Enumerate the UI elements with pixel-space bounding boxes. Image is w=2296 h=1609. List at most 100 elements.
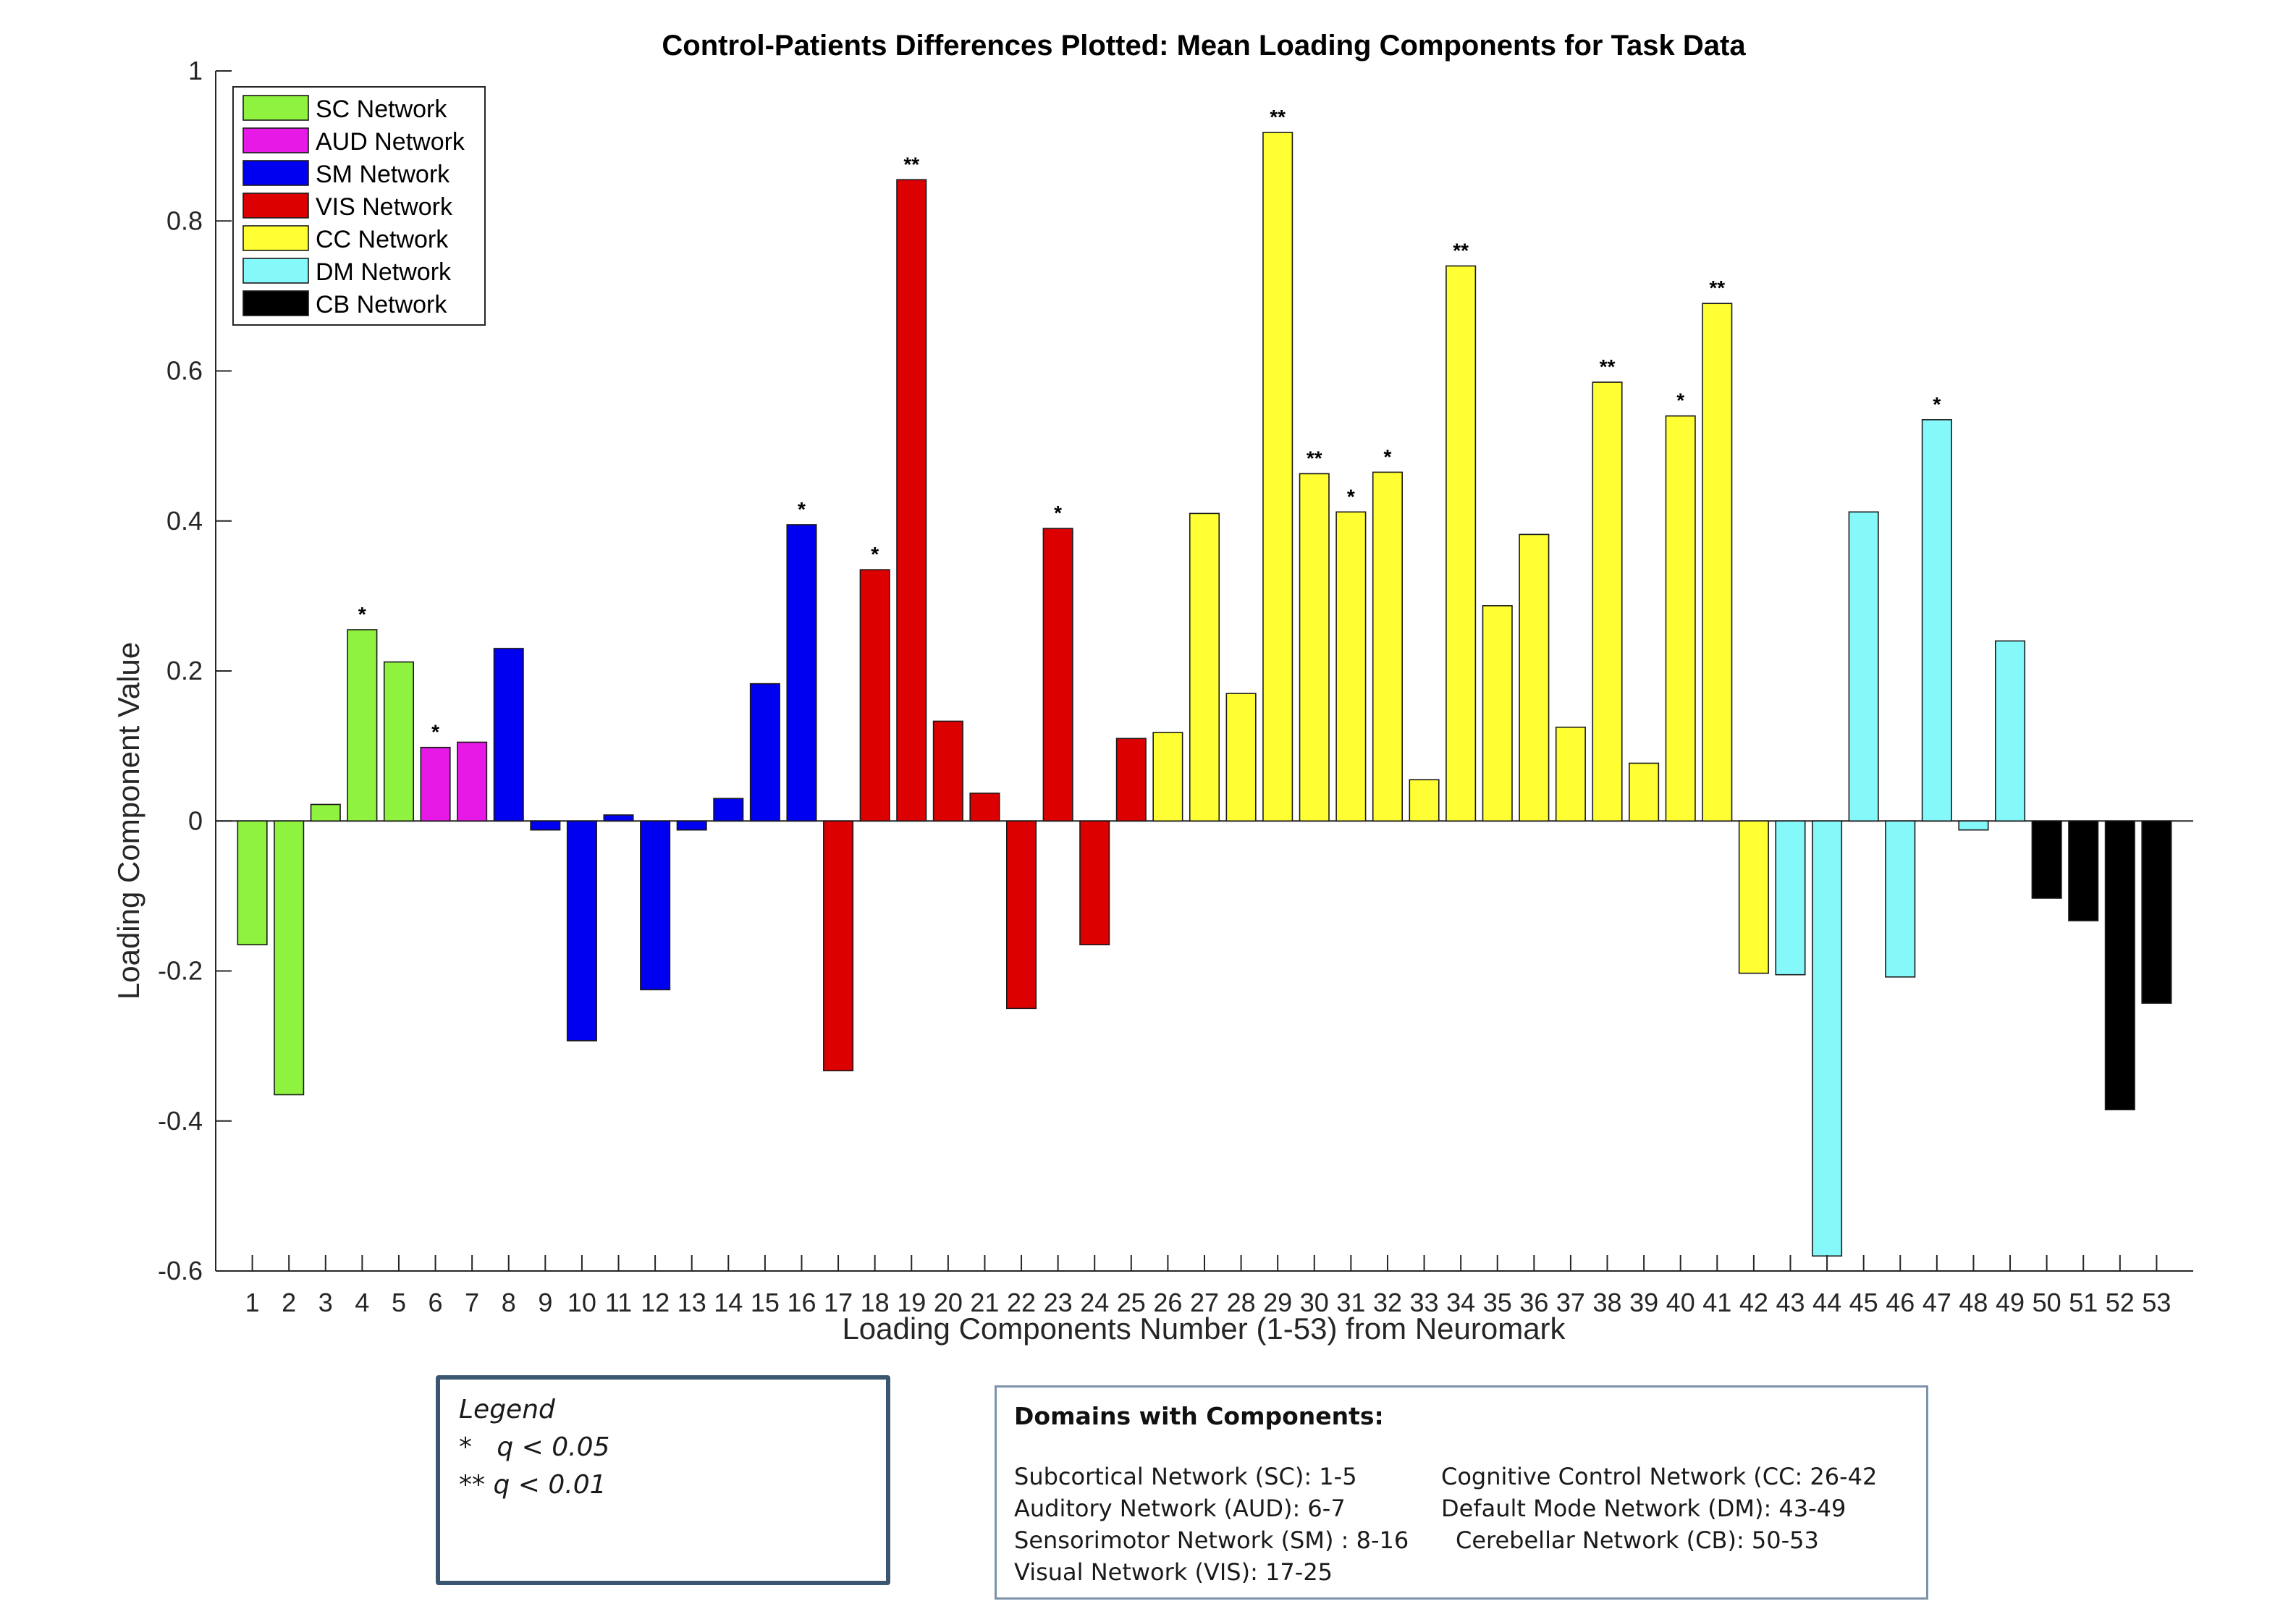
- bar-28: [1225, 693, 1257, 822]
- bar-38: [1592, 381, 1623, 822]
- x-tick-label: 25: [1117, 1288, 1146, 1317]
- x-tick-label: 32: [1373, 1288, 1402, 1317]
- x-tick-label: 37: [1556, 1288, 1585, 1317]
- bar-2: [274, 820, 305, 1096]
- x-tick-label: 7: [465, 1288, 479, 1317]
- bar-13: [676, 820, 707, 831]
- x-tick-label: 6: [429, 1288, 443, 1317]
- x-tick-label: 31: [1336, 1288, 1365, 1317]
- x-tick-label: 28: [1227, 1288, 1256, 1317]
- x-tick-label: 10: [567, 1288, 596, 1317]
- bar-31: [1335, 511, 1367, 822]
- x-tick-label: 1: [245, 1288, 260, 1317]
- bar-26: [1152, 732, 1183, 822]
- domain-entry: Sensorimotor Network (SM) : 8-16: [1014, 1526, 1409, 1554]
- chart-title: Control-Patients Differences Plotted: Me…: [662, 30, 1746, 62]
- bar-23: [1042, 528, 1073, 822]
- bar-1: [237, 820, 268, 946]
- y-tick-label: 0.4: [166, 506, 203, 536]
- x-tick-label: 5: [392, 1288, 406, 1317]
- x-ticks: 1 2 3 4 5 6 7 8 9 10 11 12 13 14 15 16 17 18 19 20 21 22 23 24 2…: [245, 1255, 2171, 1317]
- domains-grid: Subcortical Network (SC): 1-5 Cognitive …: [1014, 1462, 1909, 1587]
- bar-6: [420, 746, 451, 822]
- bar-42: [1738, 820, 1769, 974]
- x-tick-label: 48: [1959, 1288, 1988, 1317]
- y-tick-label: -0.2: [158, 956, 203, 986]
- bar-40: [1665, 415, 1696, 822]
- legend-swatch-aud: [242, 127, 309, 153]
- y-tick-label: -0.4: [158, 1106, 203, 1136]
- legend-swatch-dm: [242, 258, 309, 284]
- bar-51: [2068, 820, 2099, 921]
- y-tick-label: 0.6: [166, 356, 203, 386]
- legend-label-sm: SM Network: [316, 161, 450, 188]
- x-tick-label: 11: [605, 1288, 632, 1317]
- bar-41: [1702, 303, 1733, 822]
- legend-label-vis: VIS Network: [316, 193, 453, 221]
- bar-39: [1629, 762, 1660, 822]
- domain-entry: Cognitive Control Network (CC: 26-42: [1441, 1463, 1878, 1490]
- domain-entry: Visual Network (VIS): 17-25: [1014, 1558, 1333, 1586]
- x-tick-label: 21: [970, 1288, 999, 1317]
- significance-mark: *: [1347, 485, 1355, 507]
- significance-mark: **: [1270, 106, 1286, 128]
- bar-27: [1189, 512, 1220, 822]
- domain-entry-empty: [1441, 1558, 1909, 1587]
- x-tick-label: 52: [2106, 1288, 2135, 1317]
- bar-49: [1995, 640, 2026, 822]
- y-ticks: -0.6 -0.4 -0.2 0 0.2 0.4 0.6 0.8 1: [158, 56, 232, 1285]
- x-tick-label: 49: [1996, 1288, 2025, 1317]
- bar-47: [1921, 419, 1952, 822]
- x-tick-label: 39: [1629, 1288, 1658, 1317]
- bar-16: [786, 524, 817, 822]
- significance-mark: **: [1453, 239, 1469, 261]
- domains-heading: Domains with Components:: [1014, 1402, 1384, 1430]
- y-tick-label: 0.2: [166, 656, 203, 685]
- significance-legend-line: ** q < 0.01: [459, 1470, 607, 1500]
- bar-33: [1409, 779, 1440, 822]
- domain-entry: Cerebellar Network (CB): 50-53: [1456, 1526, 1819, 1554]
- bar-35: [1482, 605, 1513, 822]
- significance-mark: *: [1384, 445, 1392, 468]
- bar-30: [1299, 473, 1330, 822]
- domains-box: Domains with Components: Subcortical Net…: [995, 1385, 1928, 1600]
- y-tick-label: -0.6: [158, 1256, 203, 1285]
- bar-21: [969, 793, 1000, 822]
- significance-mark: *: [431, 721, 439, 743]
- legend-swatch-sc: [242, 95, 309, 121]
- bar-36: [1519, 533, 1550, 822]
- legend-swatch-cc: [242, 225, 309, 251]
- legend-swatch-cb: [242, 290, 309, 316]
- x-axis-label: Loading Components Number (1-53) from Ne…: [842, 1312, 1566, 1346]
- x-tick-label: 46: [1886, 1288, 1915, 1317]
- bar-14: [713, 798, 744, 822]
- bar-10: [566, 820, 597, 1042]
- x-tick-label: 50: [2033, 1288, 2061, 1317]
- significance-legend-title: Legend: [459, 1395, 555, 1424]
- y-tick-label: 0: [188, 806, 203, 835]
- bar-15: [749, 683, 780, 822]
- x-tick-label: 45: [1849, 1288, 1878, 1317]
- x-tick-label: 12: [641, 1288, 670, 1317]
- bar-18: [859, 569, 890, 822]
- domain-entry: Auditory Network (AUD): 6-7: [1014, 1495, 1346, 1522]
- domain-entry: Subcortical Network (SC): 1-5: [1014, 1463, 1357, 1490]
- legend-swatch-sm: [242, 160, 309, 186]
- bar-45: [1848, 511, 1879, 822]
- legend-label-aud: AUD Network: [316, 128, 465, 156]
- x-tick-label: 13: [678, 1288, 706, 1317]
- significance-mark: **: [903, 153, 919, 175]
- bar-37: [1555, 726, 1586, 822]
- x-tick-label: 23: [1044, 1288, 1073, 1317]
- x-tick-label: 22: [1007, 1288, 1036, 1317]
- x-tick-label: 15: [751, 1288, 780, 1317]
- x-tick-label: 36: [1519, 1288, 1548, 1317]
- x-tick-label: 41: [1702, 1288, 1731, 1317]
- bar-24: [1079, 820, 1110, 946]
- bar-53: [2141, 820, 2172, 1004]
- significance-mark: *: [358, 603, 366, 625]
- x-tick-label: 17: [824, 1288, 853, 1317]
- significance-marks: *********************: [358, 106, 1941, 743]
- bar-11: [603, 814, 634, 822]
- y-axis-label: Loading Component Value: [111, 642, 145, 1000]
